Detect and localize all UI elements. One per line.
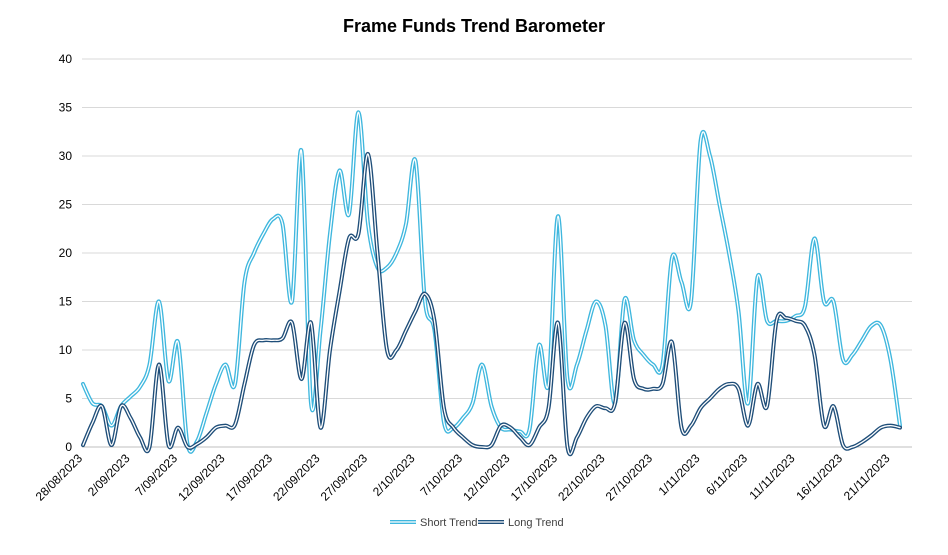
y-tick-label: 5 <box>65 392 72 406</box>
x-tick-label: 21/11/2023 <box>841 451 893 503</box>
x-tick-label: 27/10/2023 <box>603 451 656 504</box>
y-tick-label: 20 <box>59 246 73 260</box>
legend-item-long-trend: Long Trend <box>478 517 564 529</box>
x-tick-label: 16/11/2023 <box>793 451 845 503</box>
y-tick-label: 25 <box>59 198 73 212</box>
x-tick-label: 11/11/2023 <box>747 451 798 502</box>
x-tick-label: 7/09/2023 <box>132 451 180 499</box>
x-tick-label: 6/11/2023 <box>703 451 750 498</box>
x-tick-label: 2/10/2023 <box>370 451 418 499</box>
y-tick-label: 40 <box>59 52 73 66</box>
x-tick-label: 22/10/2023 <box>555 451 608 504</box>
x-tick-label: 28/08/2023 <box>33 451 86 504</box>
chart-title: Frame Funds Trend Barometer <box>342 16 606 36</box>
y-tick-label: 35 <box>59 101 73 115</box>
y-tick-label: 10 <box>59 343 73 357</box>
legend-label: Long Trend <box>508 517 564 529</box>
series-line-short-trend-inner <box>82 111 901 453</box>
y-tick-label: 30 <box>59 149 73 163</box>
x-tick-label: 2/09/2023 <box>85 451 133 499</box>
x-tick-label: 1/11/2023 <box>656 451 703 498</box>
x-tick-label: 12/09/2023 <box>175 451 228 504</box>
x-tick-label: 17/09/2023 <box>223 451 276 504</box>
series-long-trend <box>81 152 902 457</box>
legend-label: Short Trend <box>420 517 477 529</box>
series-line-long-trend-inner <box>82 153 901 455</box>
legend-item-short-trend: Short Trend <box>390 517 477 529</box>
series-short-trend <box>81 110 902 454</box>
x-tick-label: 22/09/2023 <box>270 451 323 504</box>
x-tick-label: 27/09/2023 <box>318 451 371 504</box>
y-tick-label: 15 <box>59 295 73 309</box>
x-tick-label: 17/10/2023 <box>508 451 561 504</box>
y-tick-label: 0 <box>65 440 72 454</box>
x-tick-label: 12/10/2023 <box>460 451 513 504</box>
series-line-short-trend-outline <box>81 110 902 454</box>
x-tick-label: 7/10/2023 <box>417 451 465 499</box>
